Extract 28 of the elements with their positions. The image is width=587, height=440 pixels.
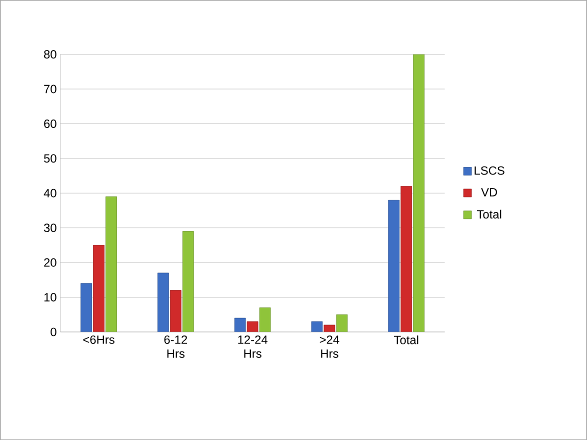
y-tick-label: 60 xyxy=(44,119,56,128)
y-tick-label: 0 xyxy=(50,328,56,336)
bar xyxy=(157,272,169,332)
bar xyxy=(80,283,92,332)
y-tick-label: 80 xyxy=(44,50,56,58)
y-tick-label: 50 xyxy=(44,154,56,163)
x-tick-label: 6-12 Hrs xyxy=(164,335,188,358)
bar xyxy=(324,324,336,332)
x-tick-label: >24 Hrs xyxy=(320,335,340,358)
bar xyxy=(106,196,117,332)
x-tick-label: 12-24 Hrs xyxy=(238,335,268,358)
bar xyxy=(246,321,258,332)
y-tick-label: 40 xyxy=(44,188,56,198)
bar xyxy=(170,290,182,332)
y-tick-label: 20 xyxy=(44,258,56,267)
y-tick-label: 30 xyxy=(44,224,56,232)
bar xyxy=(413,54,425,332)
bar xyxy=(388,200,400,332)
y-tick-label: 10 xyxy=(44,292,56,302)
bar xyxy=(400,186,412,332)
x-tick-label: Total xyxy=(394,335,418,344)
x-tick-label: <6Hrs xyxy=(83,335,114,344)
legend-label: Total xyxy=(476,210,502,218)
legend-label: LSCS xyxy=(474,166,504,175)
legend-label: VD xyxy=(481,188,498,196)
bar xyxy=(182,231,194,332)
y-tick-label: 70 xyxy=(44,84,56,94)
bar xyxy=(93,244,104,332)
